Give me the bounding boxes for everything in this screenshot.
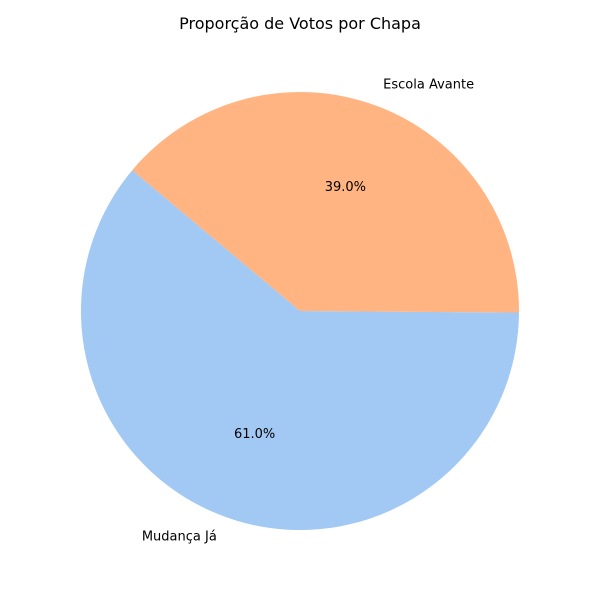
- pie-slice-1: [132, 92, 519, 313]
- pie-slice-0: [80, 170, 519, 531]
- slice-label-1: Escola Avante: [383, 77, 474, 92]
- slice-percent-0: 61.0%: [234, 427, 275, 442]
- pie-labels: Mudança Já 61.0% Escola Avante 39.0%: [142, 77, 474, 544]
- slice-label-0: Mudança Já: [142, 530, 217, 545]
- chart-title: Proporção de Votos por Chapa: [179, 14, 421, 33]
- pie-slices: [80, 92, 519, 531]
- slice-percent-1: 39.0%: [325, 180, 366, 195]
